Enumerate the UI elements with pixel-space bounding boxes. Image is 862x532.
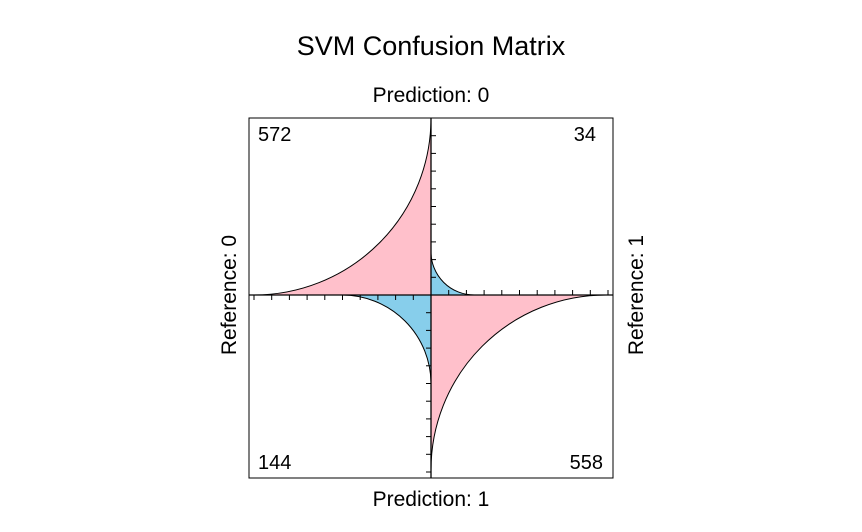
sector-pred0-ref1 [430, 251, 475, 296]
left-axis-label: Reference: 0 [218, 235, 241, 355]
count-label-pred1-ref1: 558 [570, 452, 603, 474]
sector-pred1-ref1 [430, 294, 606, 470]
bottom-axis-label: Prediction: 1 [373, 488, 490, 511]
top-axis-label: Prediction: 0 [373, 84, 490, 107]
chart-title: SVM Confusion Matrix [297, 31, 566, 61]
count-label-pred0-ref1: 34 [574, 124, 596, 146]
tick-group [253, 117, 609, 473]
count-label-pred1-ref0: 144 [258, 452, 291, 474]
sector-pred0-ref0 [253, 117, 432, 296]
sector-group [253, 117, 606, 470]
sector-pred1-ref0 [342, 294, 432, 384]
count-label-pred0-ref0: 572 [258, 124, 291, 146]
right-axis-label: Reference: 1 [625, 235, 648, 355]
